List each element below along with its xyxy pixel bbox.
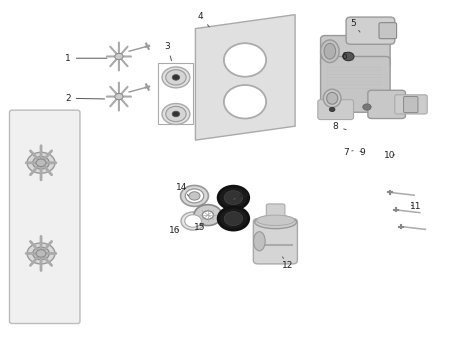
Circle shape (224, 191, 243, 205)
Text: 3: 3 (165, 42, 172, 61)
Circle shape (36, 159, 46, 167)
Ellipse shape (326, 92, 338, 104)
Circle shape (33, 156, 49, 169)
Circle shape (166, 106, 186, 122)
Circle shape (27, 152, 55, 173)
Circle shape (224, 212, 243, 225)
Circle shape (115, 93, 123, 100)
Ellipse shape (324, 43, 336, 59)
Ellipse shape (224, 85, 266, 118)
Ellipse shape (323, 89, 341, 107)
FancyArrowPatch shape (110, 47, 127, 66)
Text: 16: 16 (169, 226, 180, 235)
Circle shape (166, 70, 186, 85)
Circle shape (202, 211, 213, 219)
FancyArrowPatch shape (30, 241, 52, 265)
Text: 1: 1 (65, 54, 107, 63)
Ellipse shape (224, 43, 266, 77)
Circle shape (33, 247, 49, 260)
Text: 5: 5 (350, 19, 360, 32)
Circle shape (162, 104, 190, 125)
FancyBboxPatch shape (318, 100, 353, 120)
Text: 6: 6 (341, 52, 353, 61)
FancyBboxPatch shape (346, 17, 395, 44)
Circle shape (180, 186, 208, 206)
Circle shape (189, 192, 200, 200)
FancyArrowPatch shape (110, 47, 127, 66)
Circle shape (363, 104, 371, 110)
Circle shape (115, 53, 123, 60)
Ellipse shape (257, 215, 295, 225)
Circle shape (27, 243, 55, 264)
Text: 8: 8 (332, 122, 346, 131)
Ellipse shape (255, 216, 297, 229)
FancyBboxPatch shape (266, 204, 285, 222)
Text: 12: 12 (282, 257, 294, 270)
Circle shape (218, 186, 249, 209)
FancyArrowPatch shape (110, 87, 127, 106)
Polygon shape (195, 15, 295, 140)
FancyArrowPatch shape (30, 151, 52, 175)
Circle shape (172, 111, 179, 117)
FancyBboxPatch shape (253, 219, 298, 264)
FancyArrowPatch shape (30, 151, 52, 175)
Text: 13: 13 (233, 190, 250, 200)
FancyBboxPatch shape (320, 56, 390, 112)
Circle shape (194, 205, 222, 225)
Circle shape (218, 207, 249, 230)
Circle shape (36, 250, 46, 257)
Circle shape (162, 67, 190, 88)
Circle shape (343, 52, 354, 61)
Text: 14: 14 (176, 183, 188, 196)
FancyBboxPatch shape (404, 97, 418, 113)
Text: 9: 9 (359, 148, 365, 157)
FancyBboxPatch shape (395, 95, 427, 114)
FancyBboxPatch shape (379, 23, 397, 39)
FancyArrowPatch shape (30, 241, 52, 265)
FancyBboxPatch shape (9, 110, 80, 323)
Text: 15: 15 (194, 223, 206, 232)
Ellipse shape (320, 40, 339, 63)
Ellipse shape (253, 232, 265, 251)
FancyBboxPatch shape (368, 90, 405, 119)
FancyBboxPatch shape (320, 36, 390, 67)
FancyArrowPatch shape (110, 87, 127, 106)
Circle shape (172, 75, 179, 80)
Bar (158, 63, 193, 125)
Text: 7: 7 (343, 148, 353, 157)
Text: 2: 2 (65, 94, 105, 103)
Text: 11: 11 (410, 202, 421, 211)
Circle shape (185, 189, 204, 203)
Circle shape (329, 107, 335, 112)
Text: 4: 4 (197, 12, 209, 27)
Text: 10: 10 (385, 151, 396, 160)
Circle shape (181, 212, 205, 230)
Circle shape (185, 215, 201, 227)
